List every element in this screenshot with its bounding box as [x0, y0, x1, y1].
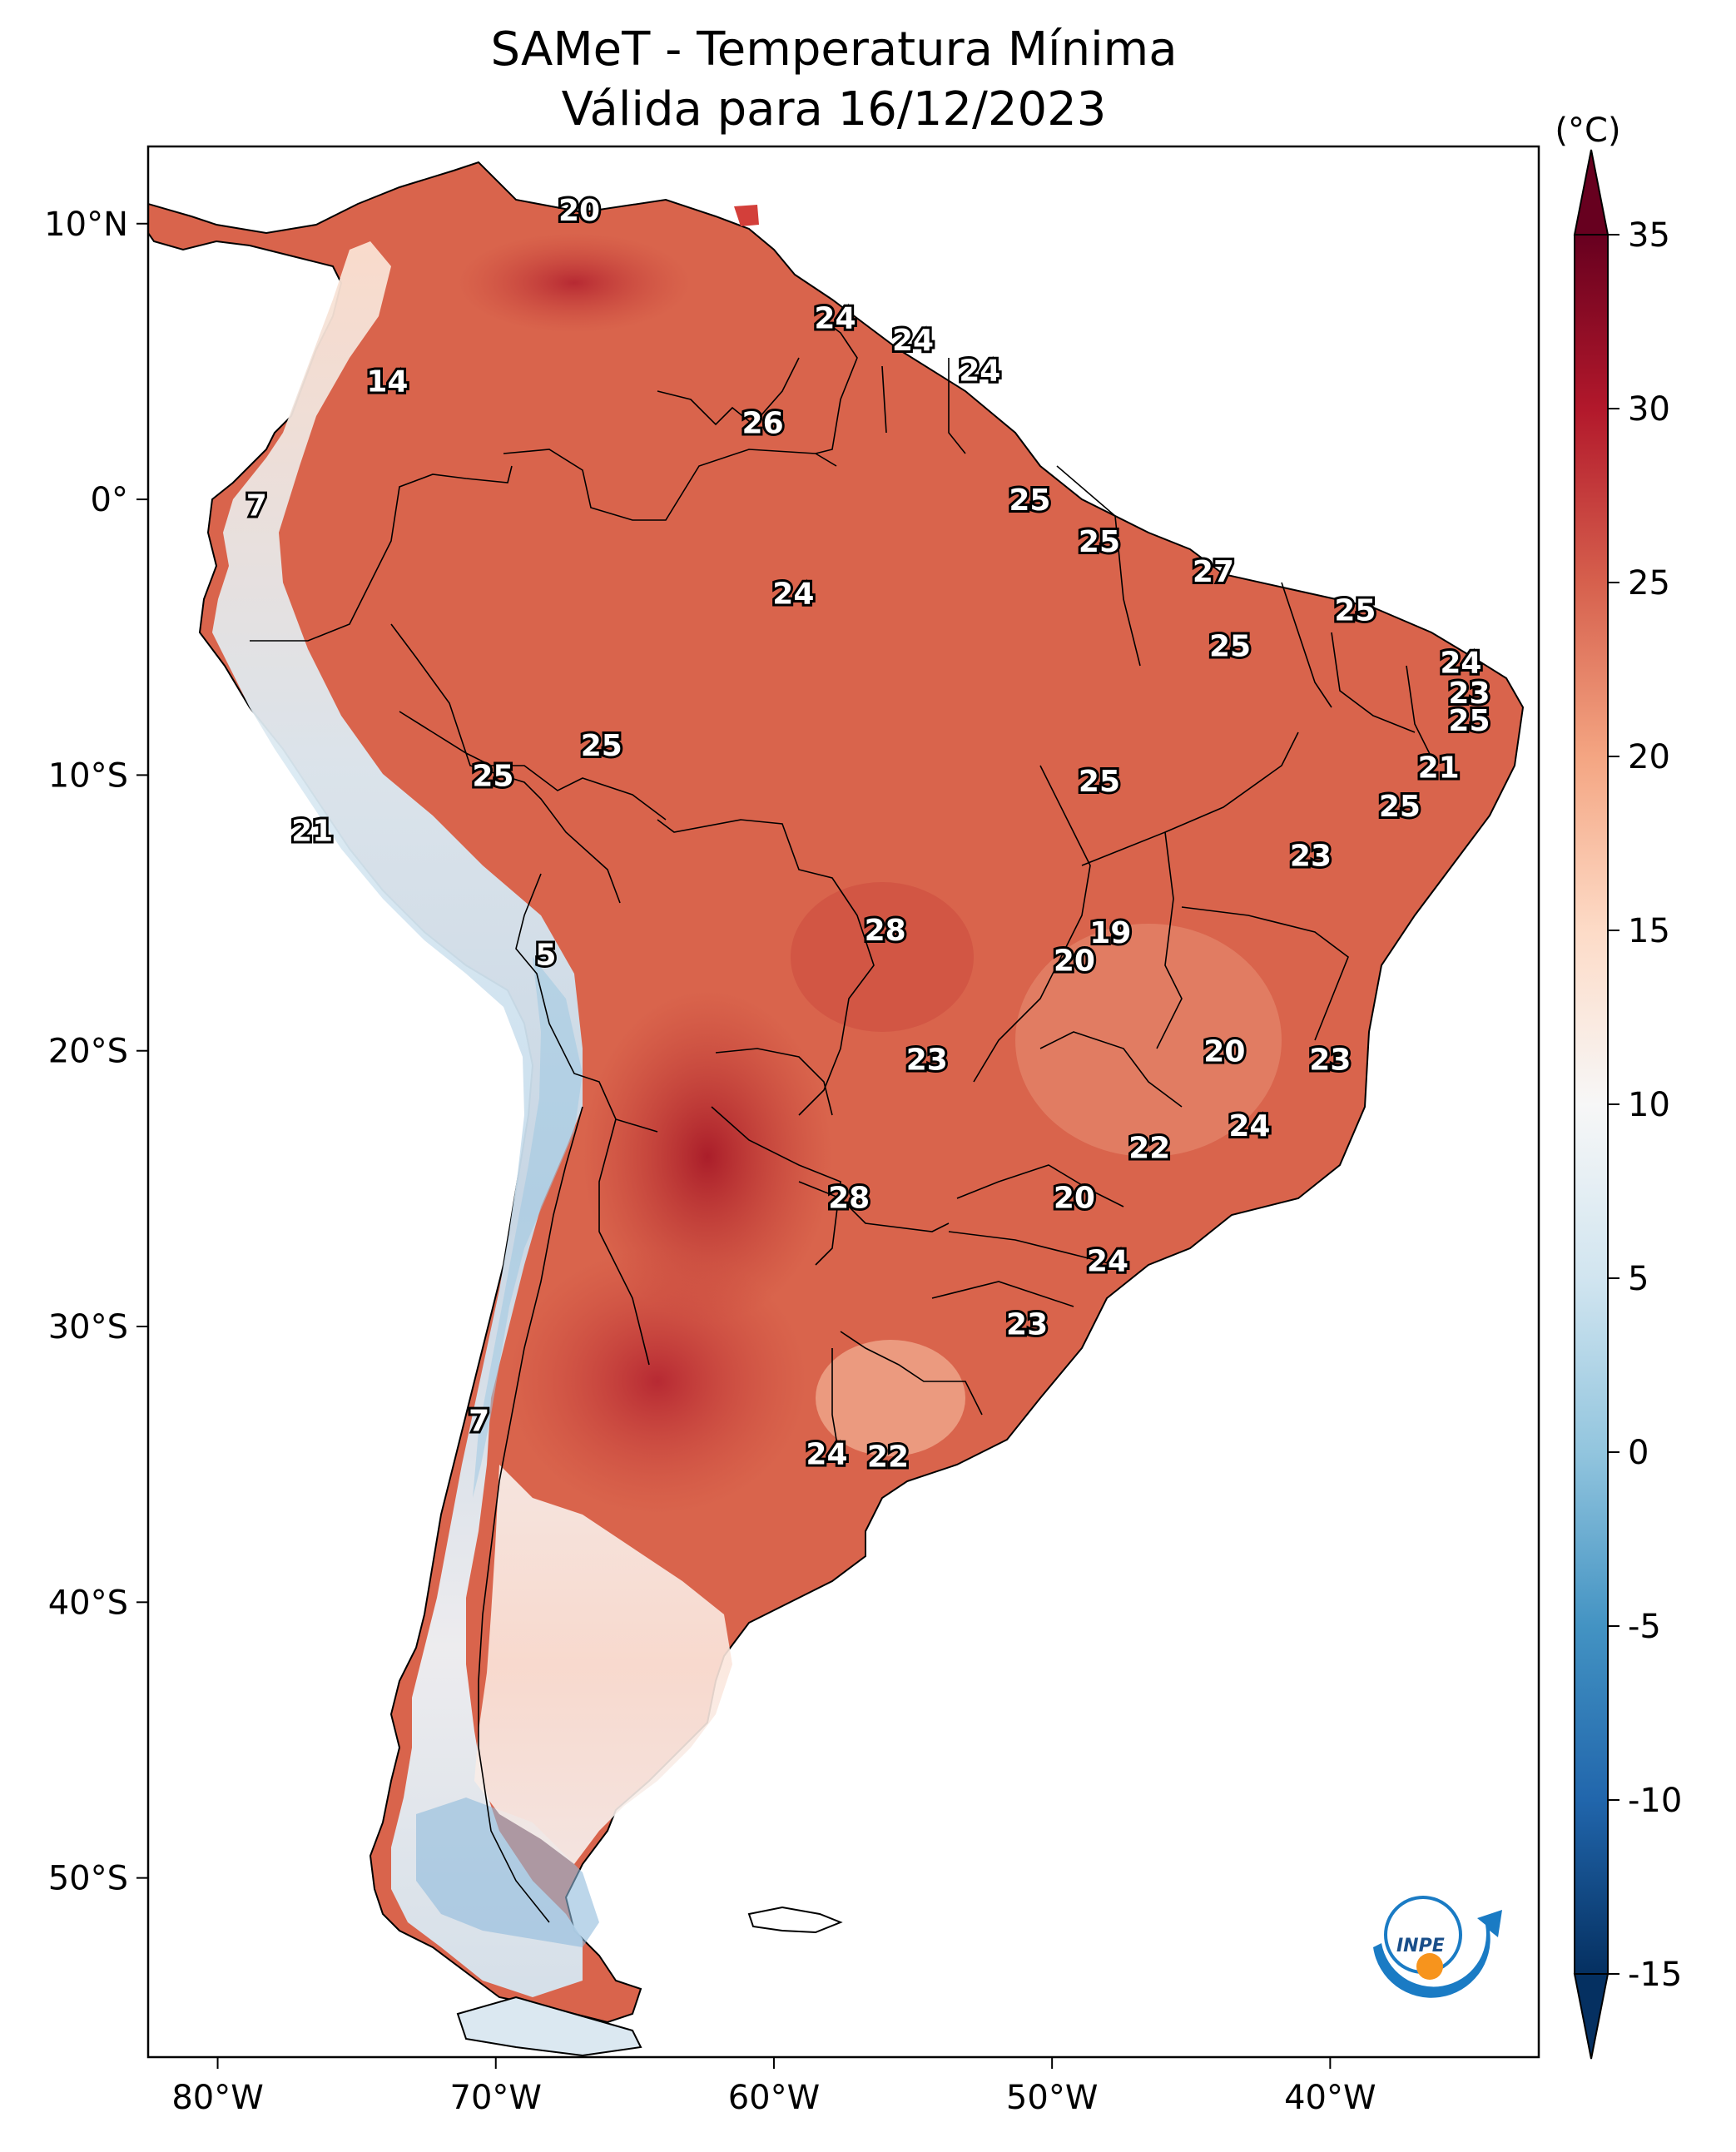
temperature-label: 22 — [867, 1440, 909, 1475]
temperature-label: 23 — [906, 1044, 948, 1078]
temperature-label: 20 — [1203, 1035, 1245, 1069]
andes-coldest-zone — [473, 957, 583, 1498]
temperature-label: 25 — [581, 729, 622, 763]
andes-cold-belt — [212, 241, 583, 1997]
temperature-label: 22 — [1128, 1132, 1170, 1166]
colorbar-tick-label: 35 — [1628, 216, 1670, 255]
colorbar-tick-label: 30 — [1628, 390, 1670, 429]
temperature-label: 25 — [1079, 525, 1120, 559]
temperature-label: 24 — [1440, 647, 1481, 681]
colorbar-bottom-extend — [1573, 1973, 1610, 2060]
temperature-label: 23 — [1006, 1308, 1048, 1342]
patagonia-steppe — [474, 1465, 732, 1864]
longitude-axis: 80°W 70°W 60°W 50°W 40°W — [171, 2057, 1376, 2117]
temperature-label: 25 — [472, 759, 513, 793]
temperature-label: 23 — [1448, 677, 1490, 711]
falkland-islands — [747, 1906, 843, 1934]
logo-swoosh-icon — [1373, 1910, 1502, 1998]
colorbar-tick-label: 0 — [1628, 1434, 1649, 1472]
temperature-label: 5 — [535, 939, 556, 973]
temperature-label: 25 — [1209, 630, 1251, 664]
lon-tick-label: 60°W — [728, 2079, 820, 2117]
temperature-label: 24 — [1228, 1109, 1270, 1143]
colorbar-tick-label: -10 — [1628, 1782, 1682, 1820]
colorbar-tick-label: -5 — [1628, 1608, 1661, 1646]
temperature-label: 28 — [828, 1181, 870, 1215]
temperature-label: 24 — [959, 354, 1000, 388]
trinidad-island — [734, 205, 759, 226]
colorbar-top-extend — [1573, 149, 1610, 236]
colorbar-bar — [1574, 234, 1609, 1975]
venezuela-hot-core — [458, 233, 691, 333]
map-frame — [146, 145, 1540, 2059]
southeast-mild-zone — [1015, 924, 1282, 1157]
colorbar-ticks: 35 30 25 20 15 10 5 0 -5 -10 -15 — [1608, 216, 1682, 1994]
lat-tick-label: 30°S — [48, 1308, 128, 1346]
temperature-label: 7 — [246, 489, 267, 523]
temperature-label: 21 — [291, 815, 333, 849]
temperature-label: 24 — [806, 1437, 847, 1471]
temperature-label: 24 — [1087, 1245, 1128, 1279]
temperature-label: 25 — [1448, 704, 1490, 738]
temperature-label: 23 — [1309, 1044, 1351, 1078]
lat-tick-label: 0° — [91, 481, 128, 519]
lat-tick-label: 20°S — [48, 1033, 128, 1071]
logo-sun-icon — [1416, 1953, 1443, 1980]
lat-tick-label: 50°S — [48, 1860, 128, 1898]
colorbar-tick-label: 15 — [1628, 912, 1670, 950]
tierra-del-fuego — [456, 1996, 642, 2057]
country-borders — [250, 320, 1432, 1923]
logo-text: INPE — [1396, 1936, 1445, 1956]
chaco-hot-core — [583, 990, 832, 1323]
lon-tick-label: 50°W — [1006, 2079, 1098, 2117]
latitude-axis: 10°N 0° 10°S 20°S 30°S 40°S 50°S — [44, 206, 148, 1898]
map-title-line2: Válida para 16/12/2023 — [562, 82, 1107, 136]
cerrado-warm-zone — [791, 882, 974, 1032]
temperature-label: 19 — [1089, 916, 1131, 950]
temperature-label: 25 — [1079, 765, 1120, 799]
colorbar-tick-label: 5 — [1628, 1260, 1649, 1298]
temperature-label: 26 — [742, 406, 784, 440]
temperature-label: 20 — [1054, 1181, 1095, 1215]
temperature-label: 21 — [1418, 751, 1460, 785]
temperature-label: 24 — [814, 301, 856, 335]
temperature-label: 23 — [1290, 839, 1332, 873]
lat-tick-label: 40°S — [48, 1584, 128, 1622]
lat-tick-label: 10°N — [44, 206, 128, 244]
lon-tick-label: 80°W — [171, 2079, 263, 2117]
colorbar-tick-label: 10 — [1628, 1086, 1670, 1124]
colorbar-tick-label: -15 — [1628, 1956, 1682, 1994]
temperature-label: 14 — [366, 365, 408, 399]
patagonia-cold-zone — [416, 1797, 599, 1947]
lat-tick-label: 10°S — [48, 756, 128, 795]
lon-tick-label: 70°W — [450, 2079, 542, 2117]
temperature-label: 24 — [772, 578, 814, 612]
inpe-logo: INPE — [1373, 1896, 1502, 1998]
temperature-label: 25 — [1379, 790, 1421, 824]
temperature-label: 27 — [1193, 555, 1234, 589]
colorbar-unit: (°C) — [1555, 112, 1620, 150]
temperature-label: 20 — [558, 194, 600, 228]
colorbar-tick-label: 25 — [1628, 564, 1670, 602]
temperature-label: 20 — [1054, 944, 1095, 978]
colorbar: (°C) 35 30 25 20 15 10 5 0 -5 -10 -15 — [1555, 112, 1682, 2060]
colorbar-tick-label: 20 — [1628, 738, 1670, 776]
uruguay-mild-zone — [816, 1340, 965, 1456]
temperature-label: 28 — [865, 914, 906, 948]
temperature-label: 25 — [1334, 594, 1376, 628]
temperature-label: 24 — [892, 324, 934, 358]
temperature-label: 25 — [1009, 483, 1050, 518]
temperature-label: 7 — [469, 1405, 489, 1439]
map-title-line1: SAMeT - Temperatura Mínima — [490, 22, 1177, 77]
pampas-hot-zone — [508, 1248, 807, 1515]
lon-tick-label: 40°W — [1284, 2079, 1376, 2117]
